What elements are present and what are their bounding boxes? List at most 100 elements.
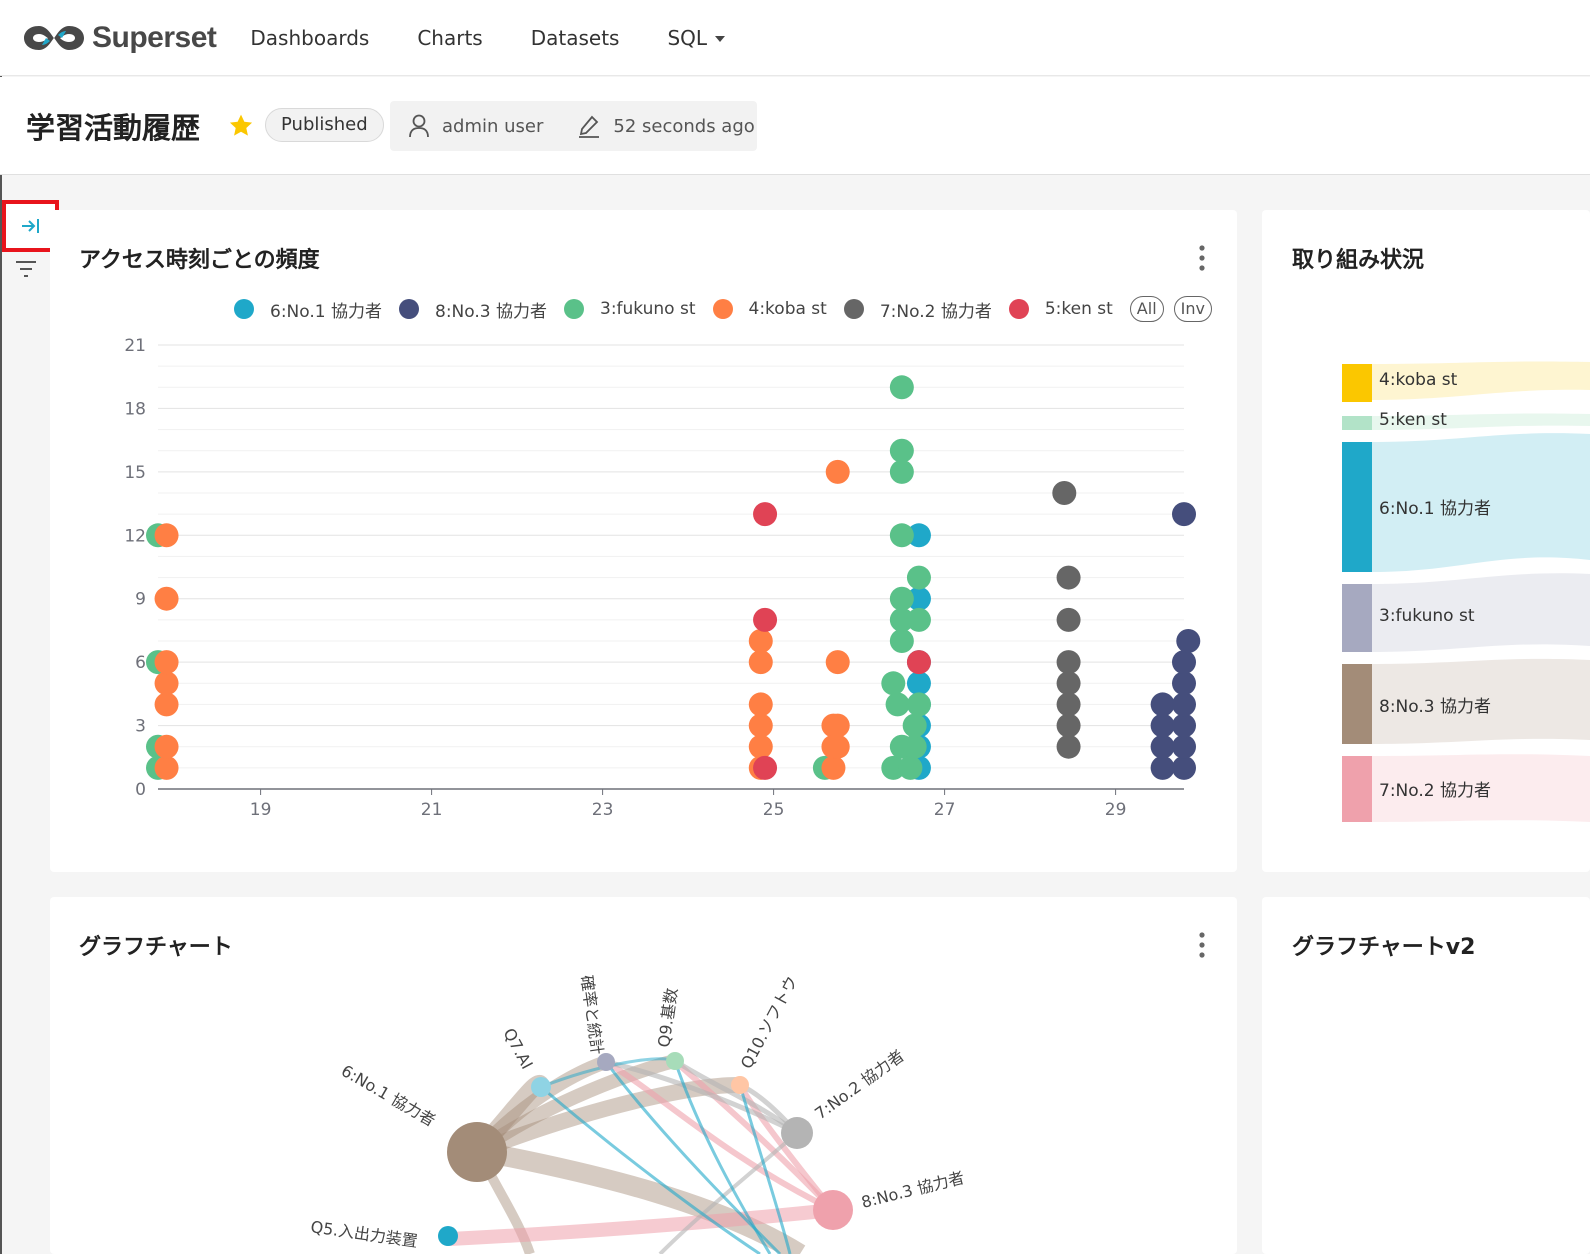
- sankey-node[interactable]: [1342, 584, 1372, 652]
- scatter-point[interactable]: [881, 755, 906, 780]
- scatter-point[interactable]: [1172, 692, 1196, 717]
- scatter-point[interactable]: [1052, 481, 1077, 505]
- scatter-point[interactable]: [906, 650, 931, 675]
- scatter-point[interactable]: [1056, 713, 1081, 738]
- scatter-point[interactable]: [1172, 650, 1196, 675]
- graph-node[interactable]: [531, 1077, 551, 1097]
- expand-arrow-icon: [21, 219, 39, 233]
- legend-item[interactable]: 7:No.2 協力者: [843, 297, 992, 322]
- graph-v2-chart-title: グラフチャートv2: [1292, 935, 1476, 960]
- expand-filter-panel-button[interactable]: [2, 200, 59, 252]
- scatter-point[interactable]: [154, 523, 179, 548]
- graph-node[interactable]: [731, 1076, 749, 1094]
- graph-node[interactable]: [597, 1053, 615, 1071]
- scatter-point[interactable]: [825, 459, 850, 484]
- scatter-point[interactable]: [1150, 713, 1175, 738]
- chart-menu-icon[interactable]: [1197, 931, 1207, 959]
- scatter-point[interactable]: [1150, 692, 1175, 717]
- filter-icon[interactable]: [14, 258, 38, 280]
- scatter-point[interactable]: [889, 438, 914, 463]
- scatter-point[interactable]: [154, 692, 179, 717]
- scatter-point[interactable]: [753, 502, 778, 527]
- graph-chart-card: [50, 897, 1237, 1254]
- legend-item[interactable]: 4:koba st: [712, 299, 827, 319]
- scatter-point[interactable]: [906, 586, 931, 611]
- scatter-point[interactable]: [906, 565, 931, 590]
- nav-datasets[interactable]: Datasets: [530, 25, 620, 50]
- sankey-node[interactable]: [1342, 416, 1372, 430]
- scatter-point[interactable]: [1172, 671, 1196, 696]
- scatter-point[interactable]: [902, 713, 927, 738]
- scatter-point[interactable]: [154, 650, 179, 675]
- scatter-point[interactable]: [906, 692, 931, 717]
- chart-menu-icon[interactable]: [1197, 244, 1207, 272]
- scatter-point[interactable]: [1056, 607, 1081, 632]
- graph-node[interactable]: [447, 1122, 507, 1182]
- nav-sql-menu[interactable]: SQL: [667, 26, 726, 50]
- nav-dashboards[interactable]: Dashboards: [250, 25, 370, 50]
- scatter-point[interactable]: [1176, 629, 1201, 653]
- scatter-point[interactable]: [825, 650, 850, 675]
- scatter-point[interactable]: [1172, 502, 1196, 527]
- scatter-point[interactable]: [889, 523, 914, 548]
- scatter-point[interactable]: [906, 523, 931, 548]
- graph-node[interactable]: [666, 1052, 684, 1070]
- scatter-point[interactable]: [154, 755, 179, 780]
- scatter-point[interactable]: [748, 734, 773, 759]
- scatter-point[interactable]: [889, 375, 914, 400]
- scatter-point[interactable]: [753, 755, 778, 780]
- scatter-point[interactable]: [906, 607, 931, 632]
- favorite-star-icon[interactable]: [228, 113, 254, 139]
- sankey-node[interactable]: [1342, 364, 1372, 402]
- scatter-point[interactable]: [898, 755, 923, 780]
- scatter-point[interactable]: [902, 734, 927, 759]
- scatter-point[interactable]: [154, 734, 179, 759]
- legend-item[interactable]: 5:ken st: [1008, 299, 1113, 319]
- legend-select-all-button[interactable]: All: [1129, 296, 1164, 322]
- scatter-point[interactable]: [748, 629, 773, 653]
- sankey-node-label: 4:koba st: [1379, 370, 1458, 390]
- scatter-point[interactable]: [1172, 713, 1196, 738]
- sankey-node[interactable]: [1342, 756, 1372, 822]
- legend-item[interactable]: 6:No.1 協力者: [234, 297, 382, 322]
- graph-node[interactable]: [781, 1117, 813, 1149]
- scatter-point[interactable]: [748, 713, 773, 738]
- scatter-point[interactable]: [1056, 692, 1081, 717]
- scatter-point[interactable]: [889, 459, 914, 484]
- scatter-point[interactable]: [881, 671, 906, 696]
- scatter-point[interactable]: [1172, 734, 1196, 759]
- scatter-point[interactable]: [889, 607, 914, 632]
- scatter-point[interactable]: [154, 671, 179, 696]
- scatter-point[interactable]: [1056, 565, 1081, 590]
- scatter-point[interactable]: [753, 607, 778, 632]
- brand[interactable]: Superset: [22, 20, 217, 56]
- graph-node[interactable]: [813, 1190, 853, 1230]
- scatter-point[interactable]: [748, 650, 773, 675]
- scatter-point[interactable]: [889, 586, 914, 611]
- graph-node[interactable]: [438, 1226, 458, 1246]
- legend-inverse-button[interactable]: Inv: [1173, 296, 1212, 322]
- scatter-chart-card: [50, 210, 1237, 872]
- status-badge[interactable]: Published: [265, 108, 384, 142]
- scatter-point[interactable]: [1150, 755, 1175, 780]
- legend-item[interactable]: 3:fukuno st: [564, 299, 696, 319]
- scatter-point[interactable]: [825, 713, 850, 738]
- dashboard-title[interactable]: 学習活動履歴: [26, 111, 201, 145]
- sankey-node[interactable]: [1342, 664, 1372, 744]
- legend-item[interactable]: 8:No.3 協力者: [399, 297, 547, 322]
- scatter-point[interactable]: [1150, 734, 1175, 759]
- nav-charts[interactable]: Charts: [417, 25, 483, 50]
- scatter-point[interactable]: [825, 734, 850, 759]
- scatter-point[interactable]: [906, 671, 931, 696]
- scatter-point[interactable]: [154, 586, 179, 611]
- scatter-point[interactable]: [1172, 755, 1196, 780]
- scatter-point[interactable]: [889, 629, 914, 653]
- scatter-point[interactable]: [885, 692, 910, 717]
- sankey-chart-title: 取り組み状況: [1292, 248, 1425, 273]
- scatter-point[interactable]: [1056, 650, 1081, 675]
- scatter-point[interactable]: [821, 755, 846, 780]
- scatter-point[interactable]: [1056, 671, 1081, 696]
- scatter-point[interactable]: [748, 692, 773, 717]
- scatter-point[interactable]: [1056, 734, 1081, 759]
- sankey-node[interactable]: [1342, 442, 1372, 572]
